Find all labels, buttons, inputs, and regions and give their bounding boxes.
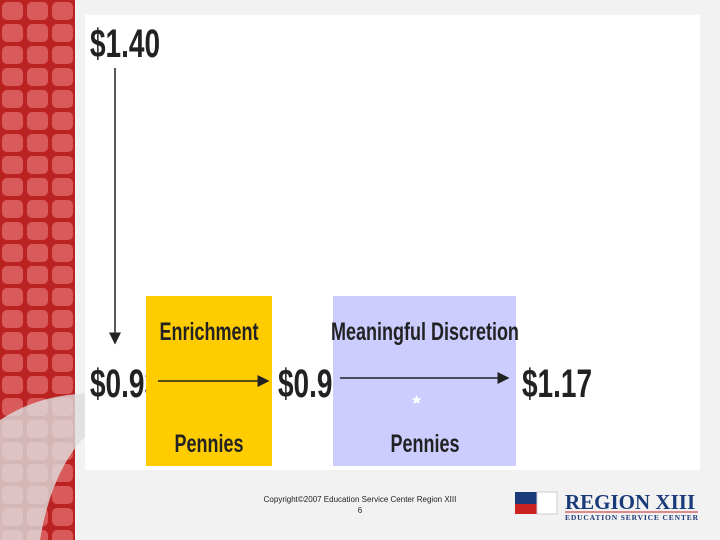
logo: REGION XIII EDUCATION SERVICE CENTER	[411, 395, 699, 522]
discretion-box	[333, 296, 516, 466]
logo-title: REGION XIII	[565, 490, 695, 514]
copyright: Copyright©2007 Education Service Center …	[264, 495, 457, 504]
box-subtitle: Pennies	[391, 429, 460, 458]
start-value: $1.40	[90, 22, 160, 66]
box-title: Enrichment	[160, 317, 259, 346]
end-value: $1.17	[522, 362, 592, 406]
swoosh	[0, 393, 150, 540]
box-subtitle: Pennies	[175, 429, 244, 458]
box-title: Meaningful Discretion	[331, 317, 519, 346]
logo-subtitle: EDUCATION SERVICE CENTER	[565, 513, 699, 522]
page-number: 6	[358, 506, 363, 515]
